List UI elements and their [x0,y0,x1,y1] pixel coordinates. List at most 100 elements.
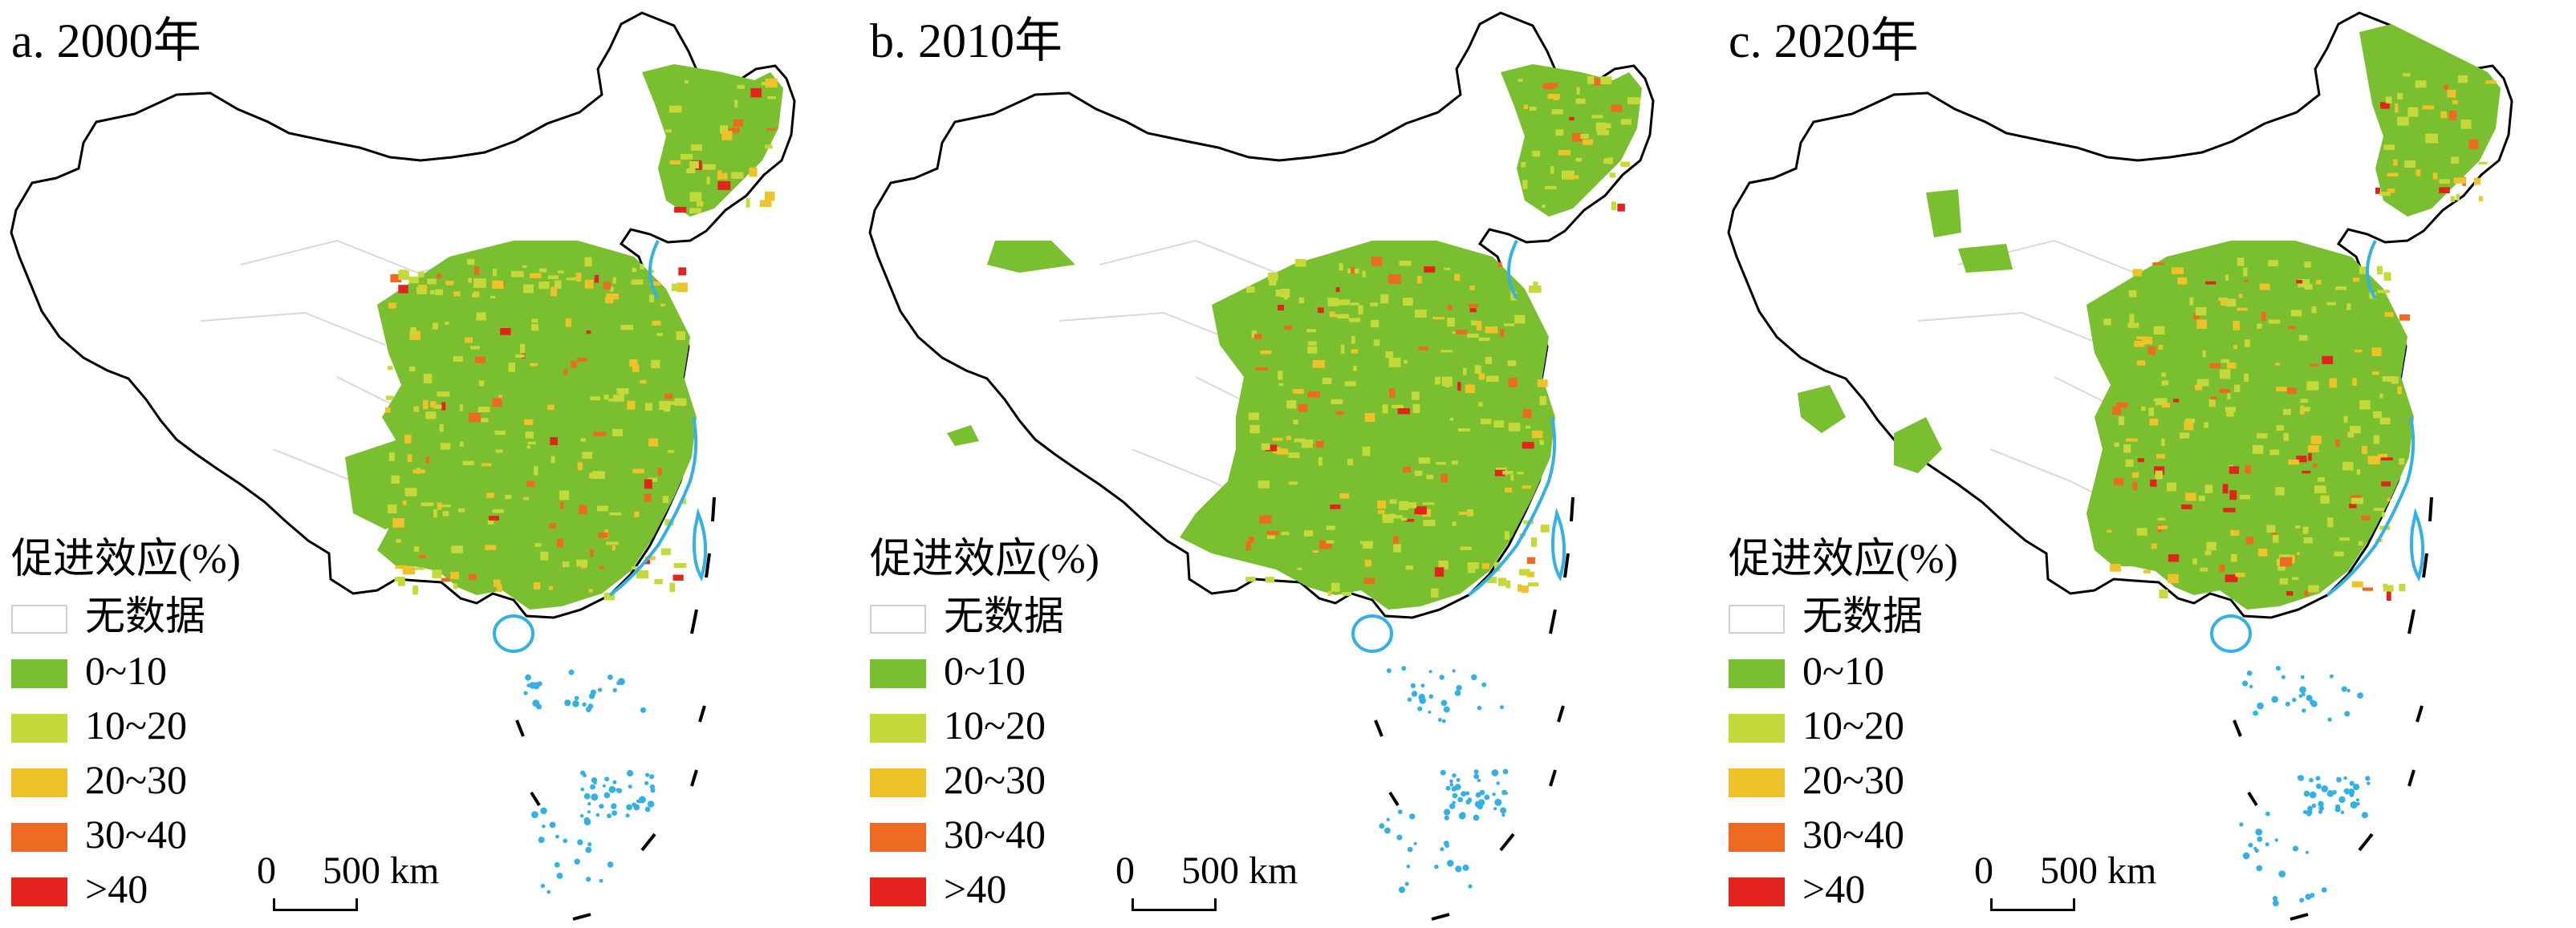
region-cell [2304,261,2311,268]
island [2239,822,2244,827]
region-cell [1298,297,1304,304]
region-cell [1526,571,1534,577]
region-cell [1403,298,1413,306]
region-cell [2219,389,2230,394]
region-cell [2225,298,2237,307]
region-cell [2225,574,2238,582]
south-sea-islands [1379,666,1509,894]
region-cell [2379,192,2391,197]
region-cell [2439,187,2450,193]
region-cell [2110,564,2121,572]
region-cell [2161,403,2171,408]
region-cell [1385,351,1394,359]
region-cell [2200,567,2208,572]
region-cell [691,144,702,151]
region-cell [2118,415,2125,425]
region-cell [2230,553,2237,562]
legend-item-30-40: 30~40 [1729,805,1958,860]
region-cell [2261,311,2266,321]
region-cell [2385,96,2392,103]
region-cell [508,363,515,372]
region-cell [1432,317,1444,320]
region-cell [1382,404,1388,414]
region-cell [556,538,563,548]
region-cell [1441,376,1453,387]
region-cell [1318,456,1323,466]
region-cell [1521,161,1526,168]
region-cell [2298,279,2310,288]
region-cell [1545,185,1557,190]
island [2274,838,2278,842]
region-cell [1260,350,1272,355]
island [563,838,567,844]
region-cell [2143,569,2151,573]
region-cell [2195,384,2203,391]
island [607,675,613,680]
region-cell [2391,376,2399,384]
region-cell [2222,484,2229,494]
island [1386,668,1392,674]
region-cell [664,519,674,526]
region-cell [524,419,534,426]
region-cell [1327,298,1339,306]
region-cell [2315,280,2322,285]
region-cell [2432,172,2438,180]
region-cell [1476,321,1482,330]
region-cell [1269,277,1277,286]
region-cell [2234,384,2241,392]
region-cell [2237,257,2245,266]
region-cell [631,279,644,285]
region-cell [2252,444,2264,454]
region-cell [1526,557,1535,564]
region-cell [419,554,426,559]
region-cell [1460,546,1472,550]
region-cell [490,295,496,298]
island [1473,769,1479,775]
region-cell [476,312,486,320]
data-region [1798,24,2501,610]
region-cell [2167,482,2176,492]
region-cell [421,502,434,507]
island [579,814,584,818]
region-cell [2185,492,2196,501]
region-cell [2376,265,2383,275]
island [540,883,546,888]
region-cell [2458,75,2468,83]
region-cell [667,450,674,453]
region-cell [1485,326,1498,334]
region-cell [1288,452,1300,458]
island [2306,695,2313,702]
region-cell [2266,525,2276,533]
region-cell [1322,378,1332,384]
region-cell [645,403,653,411]
island [1501,813,1505,817]
region-cell [734,99,738,108]
legend: 促进效应(%) 无数据 0~10 10~20 20~30 30~40 >40 [11,536,241,914]
region-cell [1608,157,1613,164]
region-cell [1537,379,1548,387]
island [599,878,603,883]
scale-bar: 0 500 km [257,849,439,921]
region-cell [548,586,553,590]
region-cell [467,258,475,265]
island [574,695,579,701]
island [1445,785,1451,791]
region-cell [1627,97,1640,105]
legend-title: 促进效应(%) [1729,537,1958,582]
region-cell [437,391,450,397]
region-cell [603,282,611,290]
island [546,890,551,894]
region-cell [559,490,570,500]
region-cell [575,273,582,282]
region-cell [496,584,502,593]
island [2265,842,2269,847]
region-cell [398,270,409,280]
region-cell [551,286,557,297]
region-cell [1505,487,1513,492]
region-cell [1255,367,1269,371]
island [2257,702,2264,710]
legend-swatch [870,714,926,743]
region-cell [2378,453,2388,460]
region-cell [2399,458,2405,465]
region-cell [599,565,604,569]
